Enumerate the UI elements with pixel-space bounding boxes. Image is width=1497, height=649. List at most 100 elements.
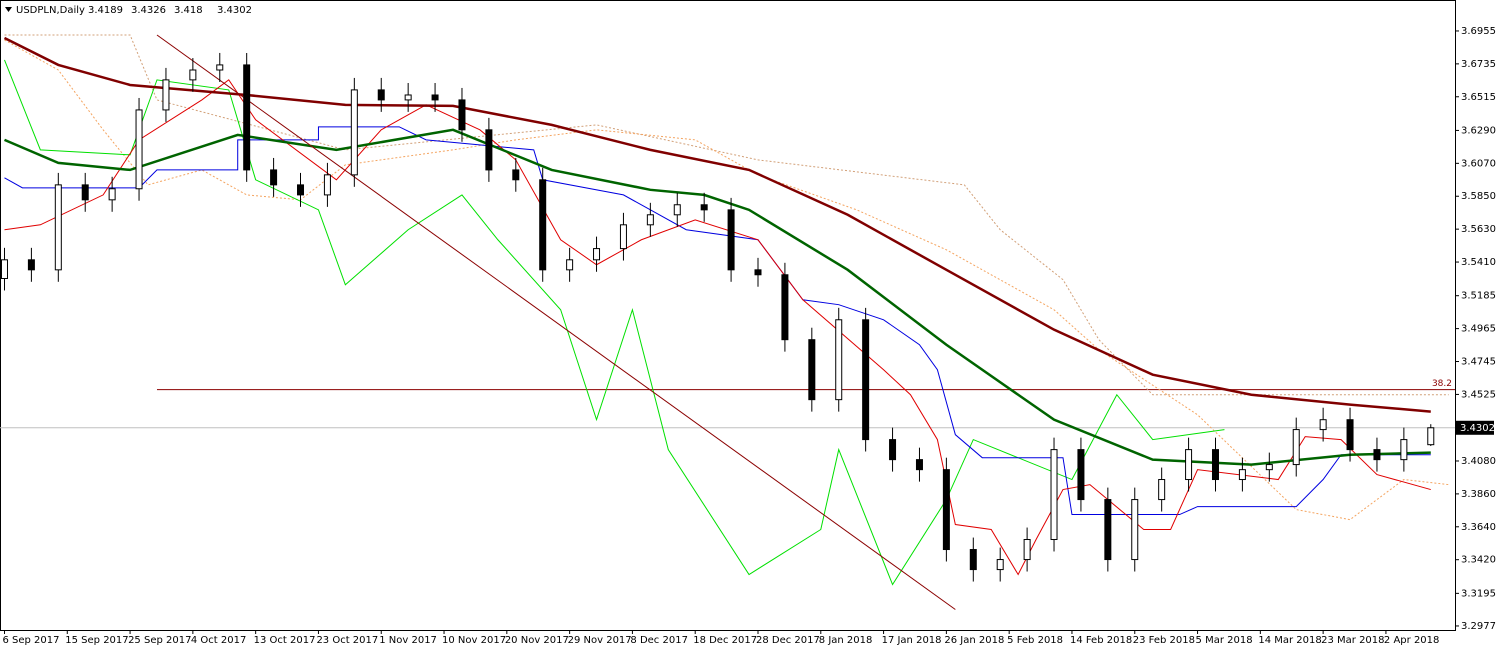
plot-frame bbox=[0, 0, 1456, 631]
ohlc-close: 3.4302 bbox=[217, 5, 252, 16]
y-tick-label: 3.5185 bbox=[1461, 291, 1496, 302]
candle-body bbox=[27, 259, 35, 271]
y-tick-label: 3.5630 bbox=[1461, 224, 1496, 235]
price-label: 3.4302 bbox=[1460, 423, 1495, 434]
candle-body bbox=[539, 179, 547, 271]
x-tick-label: 20 Nov 2017 bbox=[505, 635, 569, 646]
ohlc-low: 3.418 bbox=[174, 5, 203, 16]
x-tick-label: 1 Nov 2017 bbox=[379, 635, 437, 646]
candle-body bbox=[942, 469, 950, 551]
candle-body bbox=[700, 204, 708, 211]
candle-body bbox=[350, 89, 358, 176]
x-tick-label: 6 Sep 2017 bbox=[2, 635, 59, 646]
price-box bbox=[1456, 420, 1494, 435]
candle-body bbox=[1319, 419, 1327, 431]
candle-body bbox=[1346, 419, 1354, 451]
candle-body bbox=[808, 339, 816, 401]
y-tick-label: 3.6070 bbox=[1461, 158, 1496, 169]
x-tick-label: 23 Feb 2018 bbox=[1133, 635, 1195, 646]
y-tick-label: 3.3860 bbox=[1461, 489, 1496, 500]
candle-body bbox=[404, 94, 412, 101]
fib-label: 38.2 bbox=[1432, 379, 1452, 389]
candle-body bbox=[1158, 479, 1166, 501]
y-tick-label: 3.6955 bbox=[1461, 26, 1496, 37]
candle-body bbox=[915, 459, 923, 471]
y-tick-label: 3.4965 bbox=[1461, 324, 1496, 335]
candle-body bbox=[1077, 449, 1085, 501]
candle-body bbox=[1050, 449, 1058, 541]
candle-body bbox=[243, 64, 251, 171]
x-tick-label: 14 Feb 2018 bbox=[1070, 635, 1132, 646]
x-tick-label: 4 Oct 2017 bbox=[191, 635, 246, 646]
candle-body bbox=[377, 89, 385, 101]
cloud-span bbox=[4, 34, 1449, 396]
header-arrow bbox=[5, 7, 12, 12]
y-tick-label: 3.4080 bbox=[1461, 456, 1496, 467]
candle-body bbox=[781, 274, 789, 341]
candle-body bbox=[673, 204, 681, 216]
candle-body bbox=[1292, 429, 1300, 466]
y-tick-label: 3.3640 bbox=[1461, 522, 1496, 533]
x-tick-label: 2 Apr 2018 bbox=[1384, 635, 1439, 646]
y-tick-label: 3.6515 bbox=[1461, 92, 1496, 103]
candle-body bbox=[1104, 499, 1112, 561]
x-tick-label: 8 Dec 2017 bbox=[630, 635, 688, 646]
cloud-span bbox=[4, 39, 1449, 521]
indicator-line bbox=[3, 36, 1431, 413]
x-tick-label: 14 Mar 2018 bbox=[1258, 635, 1321, 646]
x-tick-label: 25 Sep 2017 bbox=[128, 635, 191, 646]
candle-body bbox=[862, 319, 870, 441]
symbol: USDPLN,Daily bbox=[16, 5, 85, 16]
candle-body bbox=[727, 209, 735, 271]
header: USDPLN,Daily 3.4189 3.4326 3.418 3.4302 bbox=[5, 5, 252, 16]
candle-body bbox=[216, 64, 224, 71]
ohlc-high: 3.4326 bbox=[131, 5, 166, 16]
candle-body bbox=[512, 169, 520, 181]
candle-body bbox=[135, 109, 143, 190]
candle-body bbox=[323, 174, 331, 196]
x-tick-label: 23 Oct 2017 bbox=[316, 635, 378, 646]
candle-body bbox=[566, 259, 574, 271]
candle-body bbox=[646, 214, 654, 226]
x-tick-label: 18 Dec 2017 bbox=[693, 635, 757, 646]
candle-body bbox=[1400, 439, 1408, 461]
trend-line bbox=[156, 34, 956, 610]
candle-body bbox=[431, 94, 439, 101]
candle-body bbox=[1238, 469, 1246, 481]
y-tick-label: 3.2977 bbox=[1461, 621, 1496, 632]
x-tick-label: 17 Jan 2018 bbox=[882, 635, 942, 646]
candle-body bbox=[1265, 464, 1273, 471]
y-tick-label: 3.5410 bbox=[1461, 257, 1496, 268]
y-tick-label: 3.5850 bbox=[1461, 191, 1496, 202]
x-tick-label: 15 Sep 2017 bbox=[65, 635, 128, 646]
candle-body bbox=[297, 184, 305, 196]
candle-body bbox=[54, 184, 62, 271]
y-tick-label: 3.6735 bbox=[1461, 59, 1496, 70]
candle-body bbox=[996, 559, 1004, 571]
candle-body bbox=[0, 259, 8, 280]
candle-body bbox=[485, 129, 493, 171]
x-tick-label: 13 Oct 2017 bbox=[254, 635, 316, 646]
candle-body bbox=[108, 188, 116, 201]
candle-body bbox=[889, 439, 897, 461]
candle-body bbox=[619, 224, 627, 250]
y-tick-label: 3.4525 bbox=[1461, 389, 1496, 400]
candle-body bbox=[189, 69, 197, 81]
x-tick-label: 8 Jan 2018 bbox=[819, 635, 873, 646]
plot: 38.2 bbox=[0, 34, 1455, 610]
y-tick-label: 3.3420 bbox=[1461, 555, 1496, 566]
x-tick-label: 28 Dec 2017 bbox=[756, 635, 820, 646]
candle-body bbox=[835, 319, 843, 401]
candle-body bbox=[1211, 449, 1219, 481]
candle-body bbox=[162, 79, 170, 111]
candle-body bbox=[593, 248, 601, 261]
candle-body bbox=[754, 269, 762, 276]
candle-body bbox=[81, 184, 89, 201]
x-tick-label: 29 Nov 2017 bbox=[568, 635, 632, 646]
candle-body bbox=[1373, 449, 1381, 461]
x-tick-label: 26 Jan 2018 bbox=[944, 635, 1004, 646]
candle-body bbox=[969, 549, 977, 571]
x-tick-label: 5 Feb 2018 bbox=[1007, 635, 1063, 646]
